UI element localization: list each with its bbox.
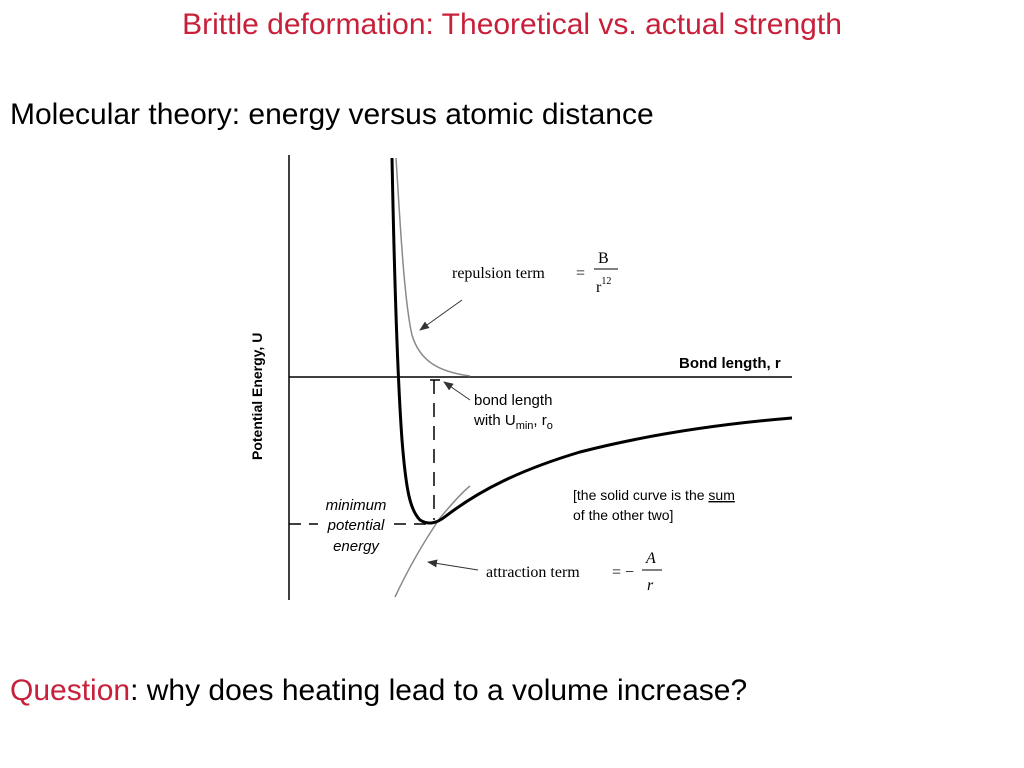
bond-length-sub-min: min: [516, 420, 534, 432]
repulsion-equals: =: [576, 265, 585, 282]
bond-length-label-line2: with Umin, ro: [473, 412, 553, 432]
min-energy-label-line1: minimum: [326, 497, 387, 514]
bond-length-sub-o: o: [547, 420, 553, 432]
repulsion-denominator: r12: [596, 276, 611, 296]
solid-curve-note-line1: [the solid curve is the sum: [573, 487, 735, 503]
question-line: Question: why does heating lead to a vol…: [10, 674, 747, 708]
bond-length-arrow: [443, 381, 471, 401]
attraction-arrow: [427, 559, 479, 571]
solid-curve-note-prefix: [the solid curve is the: [573, 487, 708, 503]
solid-curve-note-sum: sum: [708, 487, 734, 503]
repulsion-exponent: 12: [601, 276, 611, 287]
min-energy-label-line3: energy: [333, 538, 380, 555]
repulsion-label: repulsion term: [452, 265, 545, 282]
bond-length-r: , r: [533, 412, 546, 429]
solid-curve-note-line2: of the other two]: [573, 507, 673, 523]
y-axis-label: Potential Energy, U: [249, 333, 265, 460]
sum-curve: [390, 157, 793, 525]
question-text: : why does heating lead to a volume incr…: [130, 674, 748, 707]
repulsion-denominator-base: r: [596, 279, 602, 296]
repulsion-numerator: B: [598, 250, 609, 267]
attraction-numerator: A: [645, 550, 656, 567]
min-energy-label-line2: potential: [327, 517, 385, 534]
question-label: Question: [10, 674, 131, 707]
attraction-label: attraction term: [486, 564, 580, 581]
attraction-equals: = −: [612, 564, 634, 581]
x-axis-label: Bond length, r: [679, 355, 781, 372]
slide-subtitle: Molecular theory: energy versus atomic d…: [10, 98, 654, 131]
slide-title: Brittle deformation: Theoretical vs. act…: [182, 8, 842, 41]
attraction-curve: [394, 485, 471, 598]
bond-length-with-u: with U: [473, 412, 516, 429]
attraction-denominator: r: [647, 577, 654, 594]
bond-length-label-line1: bond length: [474, 392, 552, 409]
repulsion-curve: [395, 157, 471, 377]
repulsion-arrow: [419, 299, 463, 331]
